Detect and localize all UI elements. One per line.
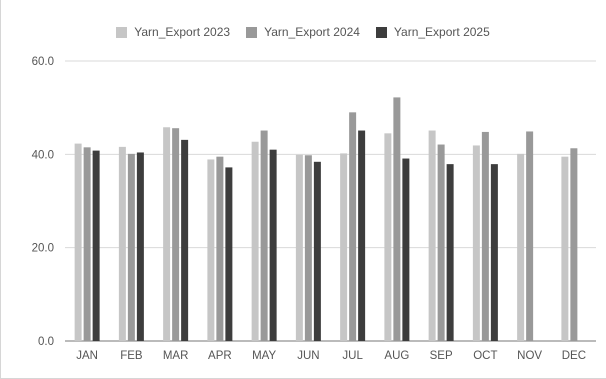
bar-mar-series-3[interactable] xyxy=(181,139,189,341)
bar-sep-series-2[interactable] xyxy=(437,144,445,341)
bar-nov-series-2[interactable] xyxy=(526,131,534,341)
bar-apr-series-3[interactable] xyxy=(225,167,233,341)
x-tick-label-aug: AUG xyxy=(384,350,409,362)
bar-feb-series-1[interactable] xyxy=(118,146,126,341)
gridlines xyxy=(65,60,596,342)
x-tick-label-jun: JUN xyxy=(297,350,319,362)
bar-jun-series-2[interactable] xyxy=(304,155,312,341)
bar-oct-series-2[interactable] xyxy=(481,131,489,341)
bar-apr-series-2[interactable] xyxy=(216,156,224,341)
bar-dec-series-1[interactable] xyxy=(561,156,569,341)
bar-may-series-1[interactable] xyxy=(251,141,259,341)
bar-aug-series-2[interactable] xyxy=(393,97,401,342)
bar-groups xyxy=(74,97,578,342)
bar-sep-series-1[interactable] xyxy=(428,130,436,341)
bar-apr-series-1[interactable] xyxy=(207,159,215,341)
legend-swatch-2025 xyxy=(375,26,387,38)
bar-oct-series-3[interactable] xyxy=(490,164,498,341)
legend-label-2025: Yarn_Export 2025 xyxy=(393,25,490,39)
legend-label-2023: Yarn_Export 2023 xyxy=(134,25,231,39)
legend-item-2025[interactable]: Yarn_Export 2025 xyxy=(375,25,490,39)
bar-jan-series-2[interactable] xyxy=(83,147,91,341)
legend-swatch-2023 xyxy=(116,26,128,38)
x-tick-label-mar: MAR xyxy=(163,350,189,362)
y-tick-label-60.0: 60.0 xyxy=(32,56,54,68)
x-tick-label-jul: JUL xyxy=(342,350,363,362)
x-tick-label-jan: JAN xyxy=(76,350,98,362)
bar-jan-series-1[interactable] xyxy=(74,143,82,341)
x-tick-label-feb: FEB xyxy=(120,350,143,362)
bar-feb-series-3[interactable] xyxy=(136,152,144,341)
bar-aug-series-3[interactable] xyxy=(402,158,410,341)
bar-nov-series-1[interactable] xyxy=(517,153,525,341)
x-tick-label-oct: OCT xyxy=(473,350,497,362)
bar-oct-series-1[interactable] xyxy=(472,145,480,341)
x-tick-label-may: MAY xyxy=(252,350,276,362)
bar-jun-series-3[interactable] xyxy=(313,161,321,341)
legend-label-2024: Yarn_Export 2024 xyxy=(264,25,360,39)
bar-jul-series-2[interactable] xyxy=(349,112,357,341)
legend-item-2024[interactable]: Yarn_Export 2024 xyxy=(246,25,360,39)
x-tick-label-nov: NOV xyxy=(517,350,542,362)
y-tick-label-40.0: 40.0 xyxy=(32,149,54,161)
bar-mar-series-2[interactable] xyxy=(172,128,180,341)
x-tick-label-apr: APR xyxy=(208,350,232,362)
y-axis-tick-labels: 0.0 20.0 40.0 60.0 xyxy=(32,56,54,348)
bar-dec-series-2[interactable] xyxy=(570,148,578,341)
bar-mar-series-1[interactable] xyxy=(163,127,171,342)
bar-sep-series-3[interactable] xyxy=(446,164,454,341)
x-axis-tick-labels: JAN FEB MAR APR MAY JUN JUL AUG SEP OCT NOV DEC xyxy=(76,350,586,362)
bar-may-series-2[interactable] xyxy=(260,130,268,341)
bar-may-series-3[interactable] xyxy=(269,149,277,341)
y-tick-label-20.0: 20.0 xyxy=(32,243,54,255)
bar-jun-series-1[interactable] xyxy=(295,154,303,341)
bar-aug-series-1[interactable] xyxy=(384,133,392,341)
bar-jul-series-3[interactable] xyxy=(358,130,366,341)
bar-feb-series-2[interactable] xyxy=(127,153,135,341)
y-tick-label-0.0: 0.0 xyxy=(38,336,54,348)
legend-swatch-2024 xyxy=(246,26,258,38)
bar-jan-series-3[interactable] xyxy=(92,150,100,341)
x-tick-label-dec: DEC xyxy=(562,350,586,362)
chart-legend: Yarn_Export 2023 Yarn_Export 2024 Yarn_E… xyxy=(0,22,606,42)
legend-item-2023[interactable]: Yarn_Export 2023 xyxy=(116,25,230,39)
bar-jul-series-1[interactable] xyxy=(340,153,348,341)
x-tick-label-sep: SEP xyxy=(430,350,453,362)
